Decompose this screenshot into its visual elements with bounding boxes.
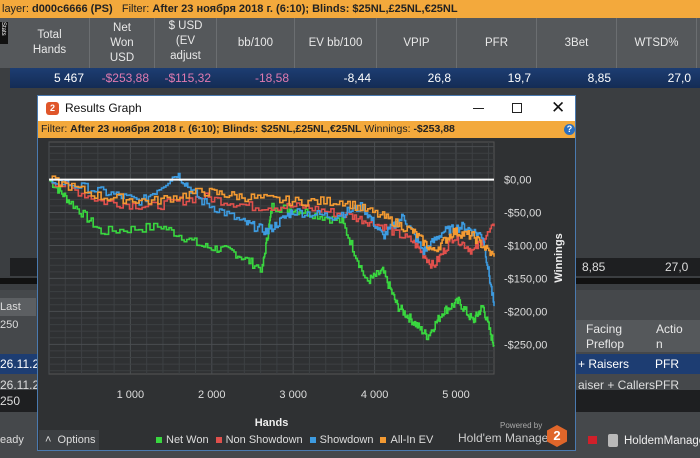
status-text: eady <box>0 434 24 446</box>
col-facing-preflop[interactable]: Facing Preflop <box>586 322 625 351</box>
last-250-button[interactable]: Last 250 <box>0 298 36 331</box>
col-ev-bb100[interactable]: EV bb/100 <box>295 18 377 68</box>
cell-ev-bb100: -8,44 <box>343 71 371 85</box>
minimize-icon[interactable] <box>473 108 484 109</box>
cell-wtsd-2: 27,0 <box>665 260 689 274</box>
legend-label: All-In EV <box>390 434 434 446</box>
hand-row[interactable]: 26.11.2 aiser + Callers PFR <box>0 376 700 390</box>
options-label: Options <box>57 434 96 446</box>
legend: Net Won Non Showdown Showdown All-In EV <box>156 430 440 450</box>
cell-pfr: 19,7 <box>507 71 531 85</box>
y-tick-label: -$150,00 <box>504 273 547 285</box>
cell-hands: 5 467 <box>53 71 84 85</box>
results-chart: 1 000 2 000 3 000 4 000 5 000 $0,00 -$50,00 -$1… <box>48 141 565 429</box>
y-tick-label: -$50,00 <box>504 208 541 220</box>
col-net-won[interactable]: Net Won USD <box>90 18 155 68</box>
legend-label: Net Won <box>166 434 209 446</box>
cell-3bet-2: 8,85 <box>582 260 606 274</box>
maximize-icon[interactable] <box>512 103 522 113</box>
hand-facing: + Raisers <box>578 357 630 371</box>
powered-by-label: Powered by <box>500 421 543 430</box>
y-axis-label: Winnings <box>553 233 565 282</box>
hm2-logo-icon: 2 <box>46 102 59 115</box>
results-graph-window: 2 Results Graph ✕ Filter: After 23 ноябр… <box>37 95 576 451</box>
y-tick-label: -$100,00 <box>504 240 547 252</box>
x-tick-label: 3 000 <box>279 389 307 401</box>
y-tick-label: -$200,00 <box>504 306 547 318</box>
brand-label: Hold'em Manager <box>458 431 553 445</box>
hand-date: 26.11.2 <box>0 357 40 371</box>
flag-icon[interactable] <box>588 436 597 444</box>
x-axis-label: Hands <box>255 417 289 429</box>
filter-value: After 23 ноября 2018 г. (6:10); Blinds: … <box>70 123 362 135</box>
legend-label: Showdown <box>319 434 374 446</box>
col-bb100[interactable]: bb/100 <box>217 18 295 68</box>
stats-header: Total Hands Net Won USD $ USD (EV adjust… <box>0 18 700 68</box>
stats-side-tab[interactable]: Stats <box>0 22 8 44</box>
winnings-value: -$253,88 <box>413 123 455 135</box>
legend-item[interactable]: Net Won <box>156 434 209 446</box>
x-tick-label: 1 000 <box>117 389 145 401</box>
filter-label: Filter: <box>121 3 150 15</box>
hand-action: PFR <box>655 378 679 390</box>
legend-item[interactable]: Showdown <box>309 434 374 446</box>
title-bar[interactable]: 2 Results Graph ✕ <box>38 96 575 121</box>
col-action[interactable]: Actio n <box>656 322 683 351</box>
cell-vpip: 26,8 <box>427 71 451 85</box>
series-line-all-in-ev <box>49 175 495 257</box>
plot-area <box>48 141 495 375</box>
filter-bar: layer: d000c6666 (PS) Filter: After 23 н… <box>0 0 700 18</box>
col-ev-adjusted[interactable]: $ USD (EV adjust <box>155 18 217 68</box>
summary-row[interactable]: 5 467 -$253,88 -$115,32 -18,58 -8,44 26,… <box>10 68 700 88</box>
filter-label: Filter: <box>41 123 68 135</box>
hand-action: PFR <box>655 357 679 371</box>
close-icon[interactable]: ✕ <box>551 98 566 117</box>
legend-swatch <box>215 437 222 443</box>
winnings-label: Winnings: <box>364 123 411 135</box>
series-line-net-won <box>49 178 495 347</box>
taskbar-app-label[interactable]: HoldemManage <box>624 435 700 447</box>
x-tick-label: 2 000 <box>198 389 226 401</box>
side-tab-label: Stats <box>0 22 6 36</box>
cell-wtsd: 27,0 <box>667 71 691 85</box>
player-name: d000c6666 (PS) <box>31 3 113 15</box>
hand-date: 26.11.2 <box>0 378 40 390</box>
col-total-hands[interactable]: Total Hands <box>0 18 90 68</box>
window-title: Results Graph <box>65 101 142 115</box>
legend-item[interactable]: Non Showdown <box>215 434 303 446</box>
player-label: layer: <box>2 3 29 15</box>
cell-net-won: -$253,88 <box>101 71 149 85</box>
col-vpip[interactable]: VPIP <box>377 18 457 68</box>
col-wtsd[interactable]: WTSD% <box>617 18 697 68</box>
y-tick-label: -$250,00 <box>504 339 547 351</box>
cell-ev-adjusted: -$115,32 <box>164 71 211 85</box>
x-tick-label: 4 000 <box>361 389 389 401</box>
col-pfr[interactable]: PFR <box>457 18 537 68</box>
cell-3bet: 8,85 <box>587 71 611 85</box>
help-icon[interactable]: ? <box>564 124 575 135</box>
legend-swatch <box>156 437 162 443</box>
cell-bb100: -18,58 <box>254 71 289 85</box>
hand-facing: aiser + Callers <box>578 378 656 390</box>
app-icon[interactable] <box>608 434 618 447</box>
hm2-brand-icon: 2 <box>547 425 567 447</box>
legend-swatch <box>380 437 387 443</box>
window-filter-bar: Filter: After 23 ноября 2018 г. (6:10); … <box>38 121 575 138</box>
legend-item[interactable]: All-In EV <box>380 434 433 446</box>
filter-value: After 23 ноября 2018 г. (6:10); Blinds: … <box>152 3 458 15</box>
col-3bet[interactable]: 3Bet <box>537 18 617 68</box>
legend-swatch <box>309 437 316 443</box>
x-tick-label: 5 000 <box>442 389 470 401</box>
options-button[interactable]: ˄ Options <box>39 430 99 450</box>
y-tick-label: $0,00 <box>504 175 532 187</box>
legend-label: Non Showdown <box>225 434 303 446</box>
